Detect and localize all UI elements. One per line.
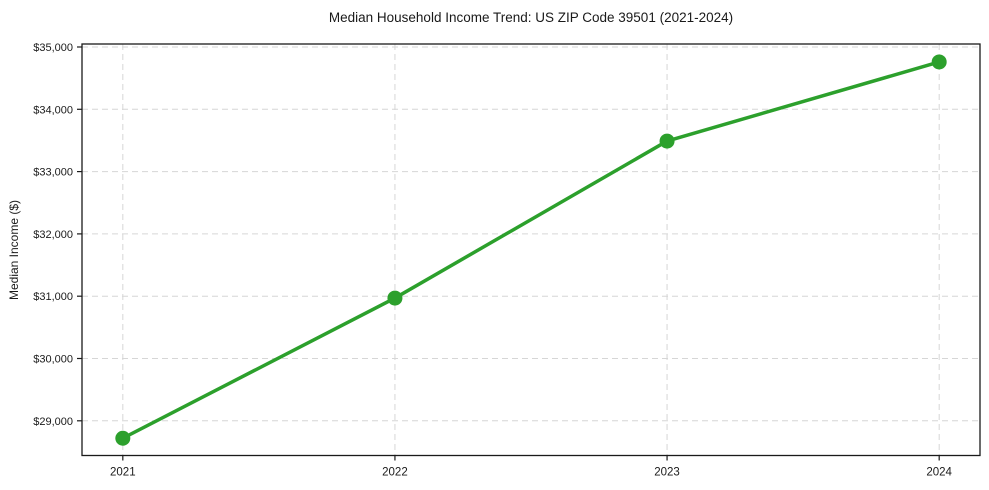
plot-border [81, 43, 981, 457]
y-tick-label: $33,000 [33, 167, 73, 179]
x-tick-label: 2023 [654, 467, 680, 479]
data-point [931, 54, 947, 70]
data-point [115, 430, 131, 446]
grid [82, 44, 980, 456]
x-tick-label: 2024 [926, 467, 952, 479]
y-axis-label: Median Income ($) [7, 199, 21, 301]
y-tick-label: $31,000 [33, 291, 73, 303]
y-tick-label: $34,000 [33, 104, 73, 116]
y-axis: $29,000 $30,000 $31,000 $32,000 $33,000 $34,0… [33, 42, 82, 428]
x-axis: 2021 2022 2023 2024 [110, 455, 953, 479]
y-tick-label: $35,000 [33, 42, 73, 54]
trend-line [121, 60, 941, 440]
chart-title: Median Household Income Trend: US ZIP Co… [328, 10, 734, 25]
data-point [387, 290, 403, 306]
y-tick-label: $30,000 [33, 353, 73, 365]
y-tick-label: $29,000 [33, 416, 73, 428]
x-tick-label: 2022 [382, 467, 408, 479]
data-point [659, 133, 675, 149]
x-tick-label: 2021 [110, 467, 136, 479]
y-tick-label: $32,000 [33, 229, 73, 241]
data-points [115, 54, 947, 446]
